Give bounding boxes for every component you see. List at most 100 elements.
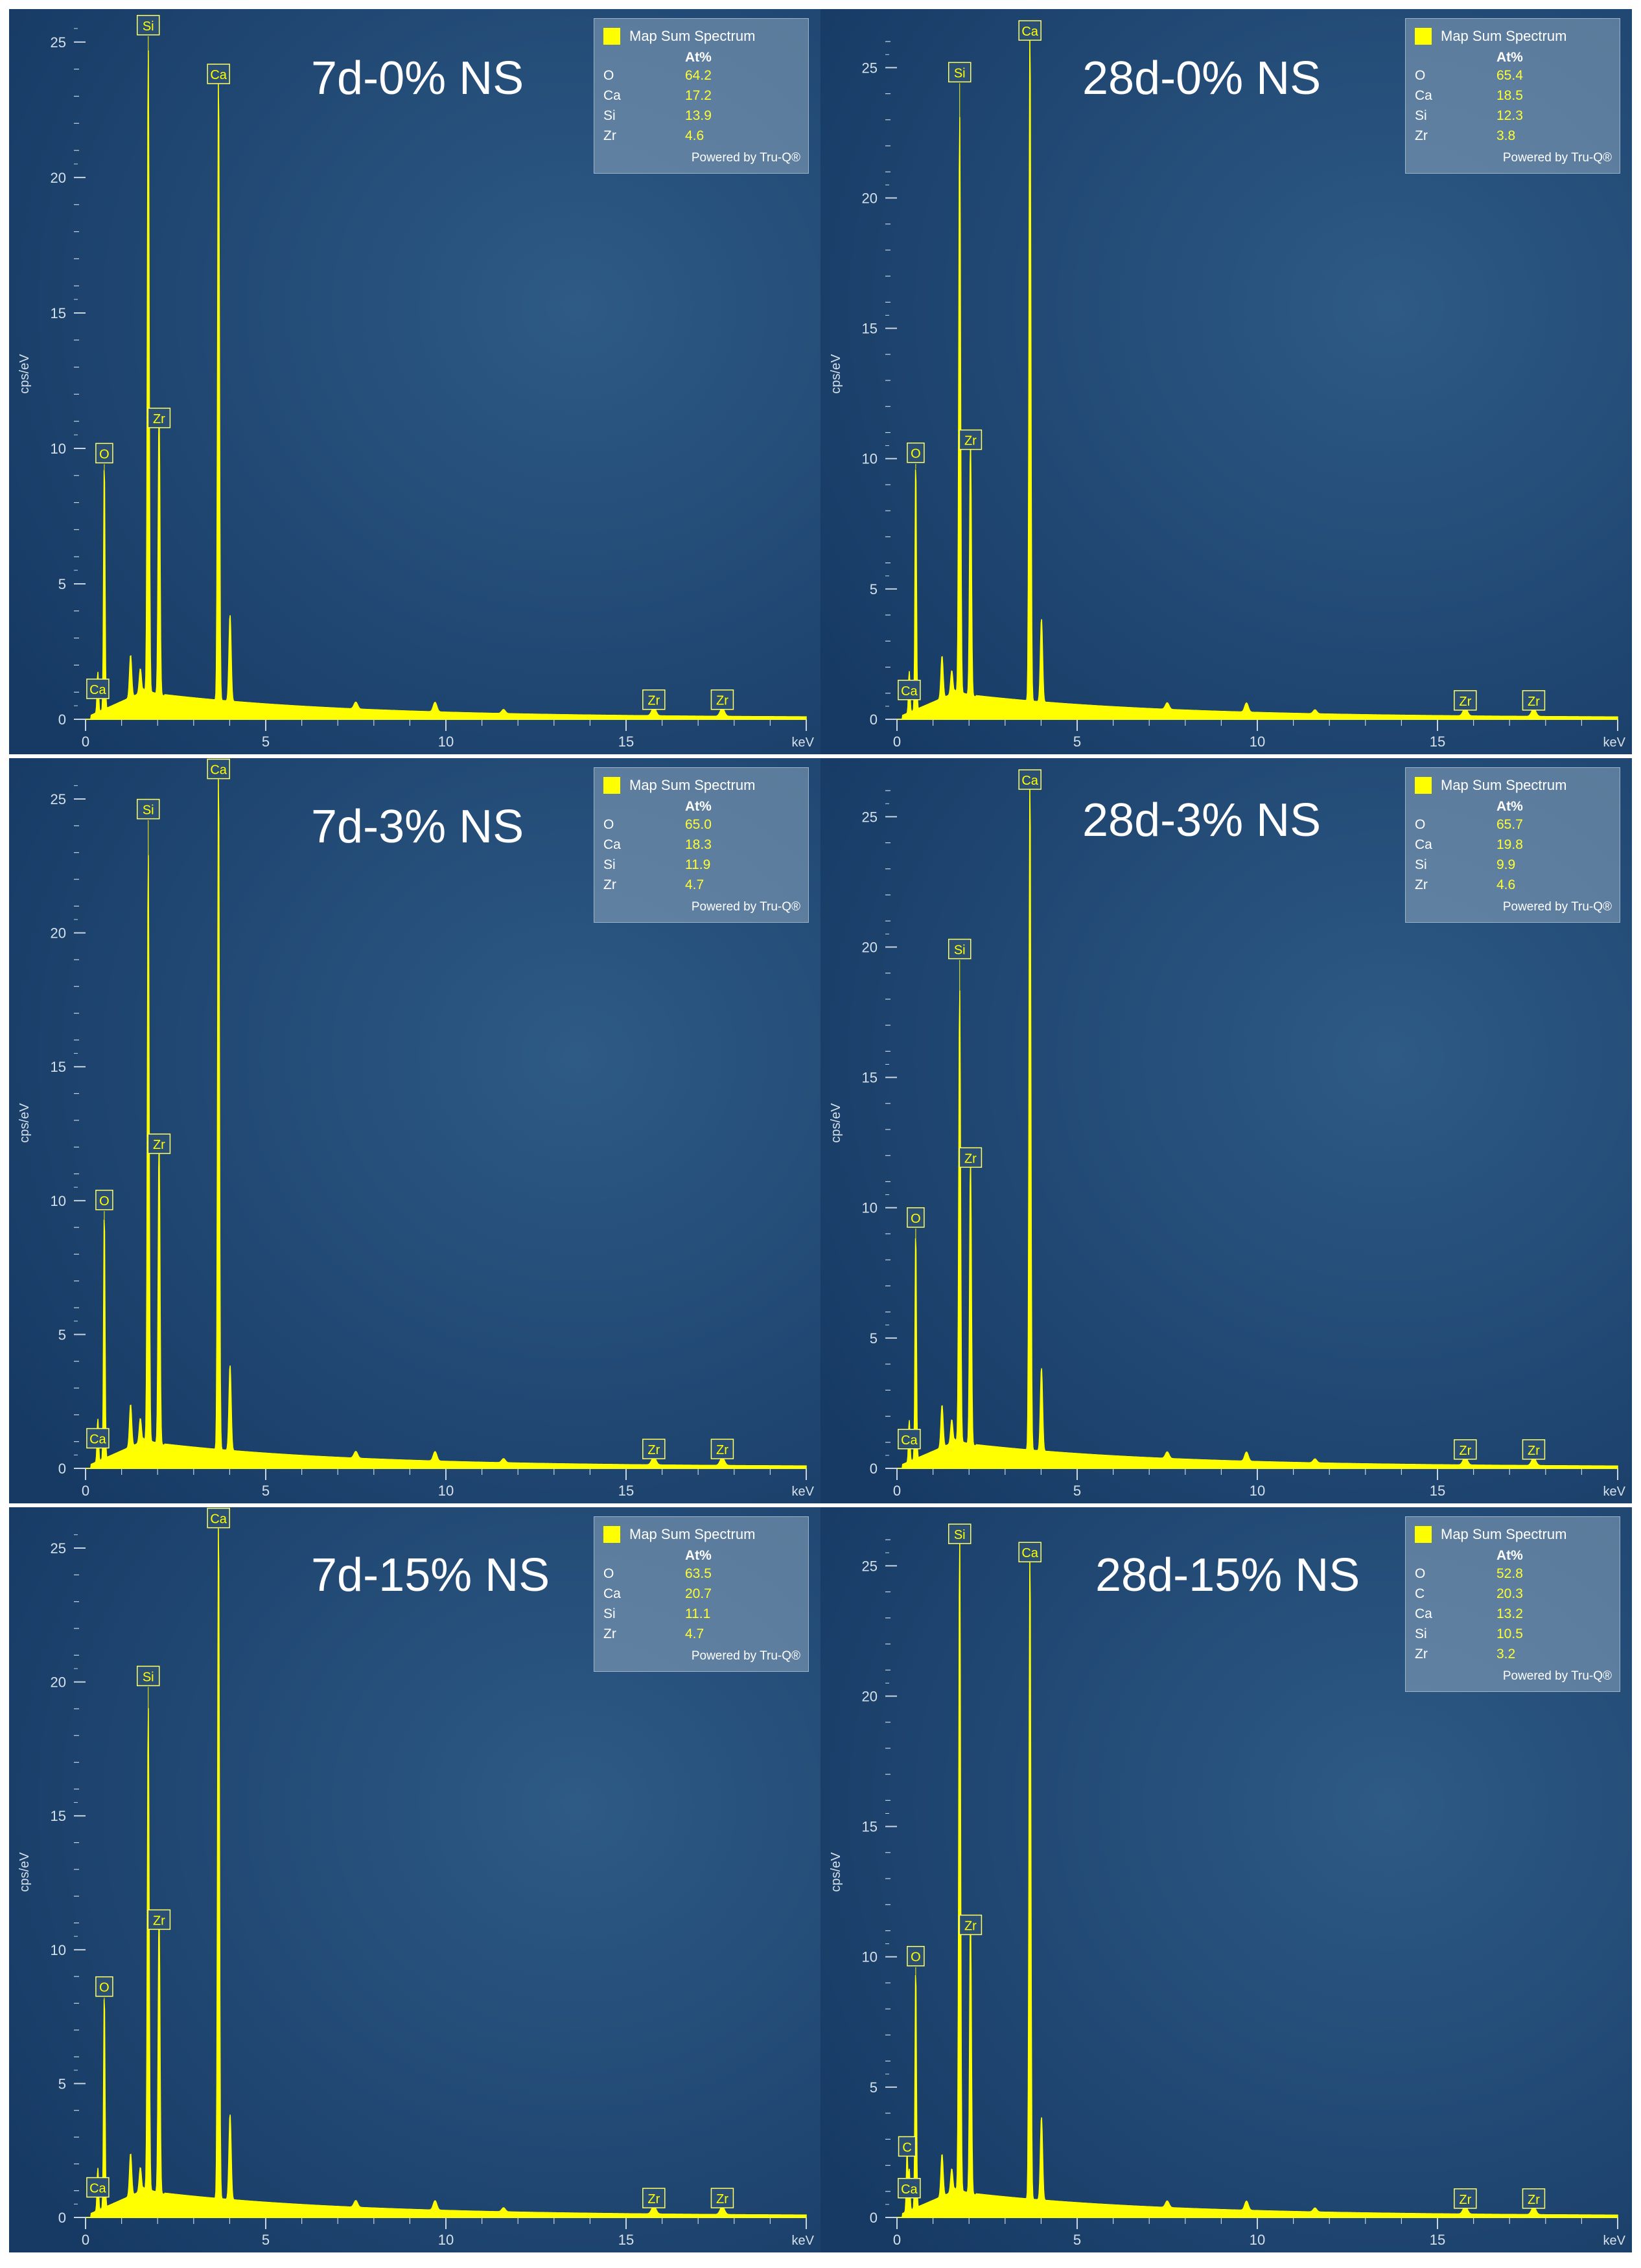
peak-label-box	[898, 2136, 916, 2157]
legend-row: Ca 19.8	[1406, 835, 1620, 855]
legend-footer: Powered by Tru-Q®	[1502, 900, 1612, 914]
peak-label: Zr	[147, 408, 171, 432]
peak-label-box	[136, 798, 160, 820]
peak-label: Si	[948, 938, 972, 1015]
peak-label-box	[642, 689, 666, 710]
chart-title: 28d-15% NS	[1095, 1549, 1360, 1601]
peak-label-box	[948, 938, 972, 960]
legend-value: 13.2	[1496, 1606, 1523, 1621]
peak-label-box	[207, 64, 230, 84]
legend-element: Si	[1415, 1626, 1427, 1641]
peak-label: O	[907, 1207, 925, 1240]
legend-row: Si 9.9	[1406, 855, 1620, 875]
legend-row: C 20.3	[1406, 1584, 1620, 1604]
x-tick-label: 5	[1073, 1483, 1081, 1499]
peak-label-box	[907, 1945, 925, 1967]
peak-label: Ca	[86, 1425, 110, 1450]
y-tick-label: 10	[862, 1200, 878, 1216]
peak-label-text: O	[99, 1194, 110, 1209]
peak-label-text: Zr	[647, 1443, 660, 1457]
legend-element: Zr	[603, 877, 616, 892]
peak-label-text: Zr	[153, 412, 165, 426]
chart-title: 7d-0% NS	[311, 52, 524, 104]
peak-label: O	[907, 442, 925, 469]
peak-label-box	[1522, 2188, 1546, 2209]
peak-label: Si	[948, 1523, 972, 1558]
peak-label: Ca	[898, 677, 921, 701]
legend-row: Ca 20.7	[594, 1584, 808, 1604]
peak-label-box	[1018, 1542, 1042, 1562]
peak-label: Ca	[1018, 769, 1042, 794]
peak-label-box	[207, 758, 230, 780]
x-axis-label: keV	[792, 2234, 815, 2248]
spectrum-panel: 0 5 10 15 20 25 0 5 10 15 keV cps/eV Ca O Si Zr Ca Zr Zr Ma…	[9, 1507, 820, 2252]
legend-element: O	[603, 67, 614, 83]
peak-label-text: Zr	[1528, 695, 1540, 709]
x-tick-label: 5	[262, 1483, 270, 1499]
legend: Map Sum Spectrum At% O 63.5 Ca 20.7 Si 11.1 Zr 4.…	[594, 1516, 809, 1672]
peak-label-text: Si	[954, 943, 966, 957]
legend-title: Map Sum Spectrum	[1441, 28, 1567, 44]
y-axis-label: cps/eV	[17, 354, 32, 394]
peak-label-text: Zr	[647, 2192, 660, 2206]
legend-value: 3.8	[1496, 128, 1516, 143]
peak-label: Ca	[1018, 20, 1042, 45]
y-tick-label: 25	[51, 791, 66, 807]
x-tick-label: 5	[262, 2232, 270, 2248]
legend-header: Map Sum Spectrum	[1415, 28, 1620, 45]
legend-row: Zr 4.7	[594, 875, 808, 895]
legend-value: 13.9	[685, 108, 712, 123]
peak-label-text: Zr	[1459, 2193, 1471, 2207]
legend-swatch	[603, 28, 620, 45]
x-tick-label: 15	[618, 734, 634, 750]
legend-element: Ca	[1415, 87, 1432, 103]
legend-row: Si 10.5	[1406, 1624, 1620, 1644]
peak-label: Zr	[710, 1439, 734, 1461]
peak-label-text: Zr	[1459, 695, 1471, 709]
peak-label: O	[95, 1190, 113, 1220]
x-tick-label: 0	[893, 2232, 901, 2248]
y-tick-label: 25	[862, 60, 878, 76]
peak-label-box	[898, 680, 921, 700]
x-tick-label: 15	[1430, 734, 1445, 750]
legend-row: O 64.2	[594, 65, 808, 86]
peak-label-text: Zr	[964, 1151, 977, 1166]
peak-label-box	[95, 1190, 113, 1210]
peak-label: Zr	[642, 1439, 666, 1461]
peak-label: Zr	[1454, 2188, 1477, 2210]
peak-label-text: Ca	[901, 684, 918, 699]
y-tick-label: 0	[870, 712, 878, 728]
y-tick-label: 20	[51, 170, 66, 186]
y-tick-label: 10	[51, 441, 66, 457]
peak-label-box	[136, 1665, 160, 1687]
x-tick-label: 0	[893, 734, 901, 750]
y-tick-label: 5	[58, 2076, 66, 2092]
peak-label-box	[86, 2177, 110, 2198]
peak-label-box	[1522, 1439, 1546, 1460]
peak-label: Zr	[710, 689, 734, 712]
peak-label-box	[1454, 1439, 1477, 1460]
peak-label-box	[907, 1207, 925, 1228]
legend-title: Map Sum Spectrum	[629, 777, 756, 793]
spectrum-series	[897, 35, 1618, 720]
legend-row: Ca 18.5	[1406, 86, 1620, 106]
legend-element: Si	[603, 1606, 616, 1621]
peak-label: Ca	[86, 2174, 110, 2199]
legend-value: 64.2	[685, 67, 712, 83]
legend-element: Si	[1415, 108, 1427, 123]
legend-row: Ca 18.3	[594, 835, 808, 855]
y-tick-label: 10	[862, 1949, 878, 1965]
peak-label-box	[95, 1976, 113, 1997]
peak-label-box	[710, 1439, 734, 1459]
peak-label-box	[147, 1909, 171, 1930]
spectrum-series	[86, 1528, 807, 2218]
peak-label-text: Ca	[1021, 1546, 1038, 1560]
y-tick-label: 15	[51, 1059, 66, 1075]
y-tick-label: 25	[51, 1540, 66, 1556]
peak-label-box	[948, 62, 972, 83]
legend-row: Ca 13.2	[1406, 1604, 1620, 1624]
legend-value: 11.1	[685, 1606, 711, 1621]
legend-swatch	[1415, 777, 1432, 794]
legend-element: Zr	[1415, 1646, 1428, 1661]
legend-header: Map Sum Spectrum	[603, 28, 808, 45]
